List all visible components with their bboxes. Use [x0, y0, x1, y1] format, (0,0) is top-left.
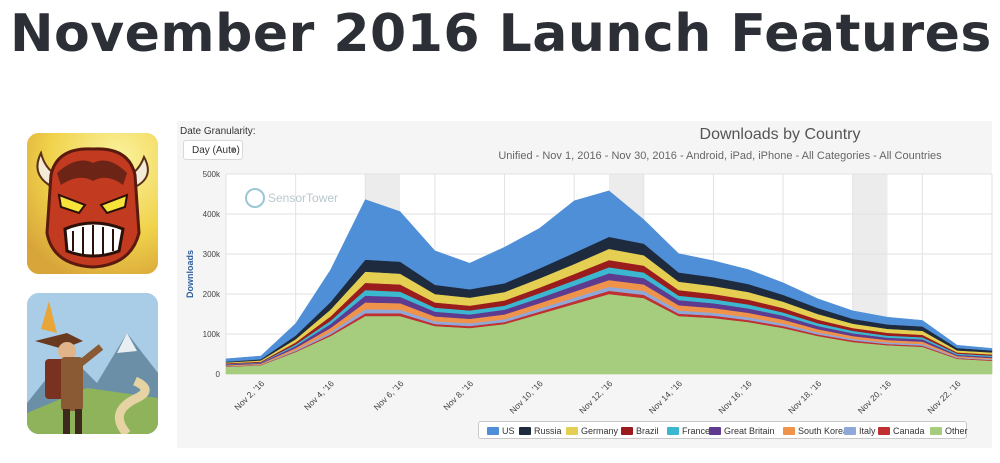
legend-swatch: [621, 427, 633, 435]
x-tick-label: Nov 16, '16: [716, 378, 753, 415]
x-tick-label: Nov 10, '16: [507, 378, 544, 415]
area-us: [225, 190, 993, 362]
x-tick-label: Nov 8, '16: [441, 378, 475, 412]
legend-swatch: [566, 427, 578, 435]
y-tick-label: 100k: [203, 330, 221, 339]
x-tick-label: Nov 12, '16: [577, 378, 614, 415]
legend-label: Italy: [859, 426, 876, 436]
y-tick-label: 500k: [203, 170, 221, 179]
date-granularity-value: Day (Auto): [192, 145, 240, 156]
legend-swatch: [667, 427, 679, 435]
legend-swatch: [783, 427, 795, 435]
legend-label: Great Britain: [724, 426, 775, 436]
legend-swatch: [487, 427, 499, 435]
legend-item-us[interactable]: US: [487, 426, 515, 436]
y-tick-label: 0: [216, 370, 221, 379]
chart-subtitle: Unified - Nov 1, 2016 - Nov 30, 2016 - A…: [498, 150, 942, 162]
legend-item-great-britain[interactable]: Great Britain: [709, 426, 775, 436]
legend-label: Canada: [893, 426, 925, 436]
y-tick-label: 400k: [203, 210, 221, 219]
legend-item-germany[interactable]: Germany: [566, 426, 618, 436]
legend-label: Brazil: [636, 426, 659, 436]
legend-label: US: [502, 426, 515, 436]
legend-item-brazil[interactable]: Brazil: [621, 426, 659, 436]
x-tick-label: Nov 6, '16: [372, 378, 406, 412]
legend-label: Russia: [534, 426, 562, 436]
legend-item-other[interactable]: Other: [930, 426, 968, 436]
legend-item-canada[interactable]: Canada: [878, 426, 925, 436]
x-tick-label: Nov 20, '16: [856, 378, 893, 415]
x-tick-label: Nov 22, '16: [925, 378, 962, 415]
chart-legend: US Russia Germany Brazil France Great Britain…: [478, 421, 968, 439]
y-tick-label: 200k: [203, 290, 221, 299]
watermark: SensorTower: [268, 191, 338, 205]
legend-label: Germany: [581, 426, 619, 436]
legend-label: South Korea: [798, 426, 849, 436]
x-tick-label: Nov 14, '16: [647, 378, 684, 415]
chart-title: Downloads by Country: [699, 126, 861, 143]
legend-swatch: [519, 427, 531, 435]
sensortower-logo-icon: [245, 188, 265, 208]
legend-label: France: [682, 426, 711, 436]
legend-swatch: [709, 427, 721, 435]
legend-item-france[interactable]: France: [667, 426, 710, 436]
legend-swatch: [930, 427, 942, 435]
red-horned-creature-app-icon: [27, 133, 158, 274]
legend-item-russia[interactable]: Russia: [519, 426, 562, 436]
chevron-down-icon: ▼: [229, 146, 237, 155]
x-tick-label: Nov 18, '16: [786, 378, 823, 415]
hiker-mountains-app-icon: [27, 293, 158, 434]
legend-item-south-korea[interactable]: South Korea: [783, 426, 848, 436]
x-tick-label: Nov 2, '16: [232, 378, 266, 412]
legend-label: Other: [945, 426, 968, 436]
legend-item-italy[interactable]: Italy: [844, 426, 876, 436]
legend-swatch: [844, 427, 856, 435]
date-granularity-label: Date Granularity:: [180, 126, 256, 137]
legend-swatch: [878, 427, 890, 435]
y-axis-label: Downloads: [185, 250, 195, 298]
x-tick-label: Nov 4, '16: [302, 378, 336, 412]
page-title: November 2016 Launch Features: [10, 4, 992, 64]
y-tick-label: 300k: [203, 250, 221, 259]
date-granularity-dropdown[interactable]: Day (Auto) ▼: [183, 140, 243, 160]
